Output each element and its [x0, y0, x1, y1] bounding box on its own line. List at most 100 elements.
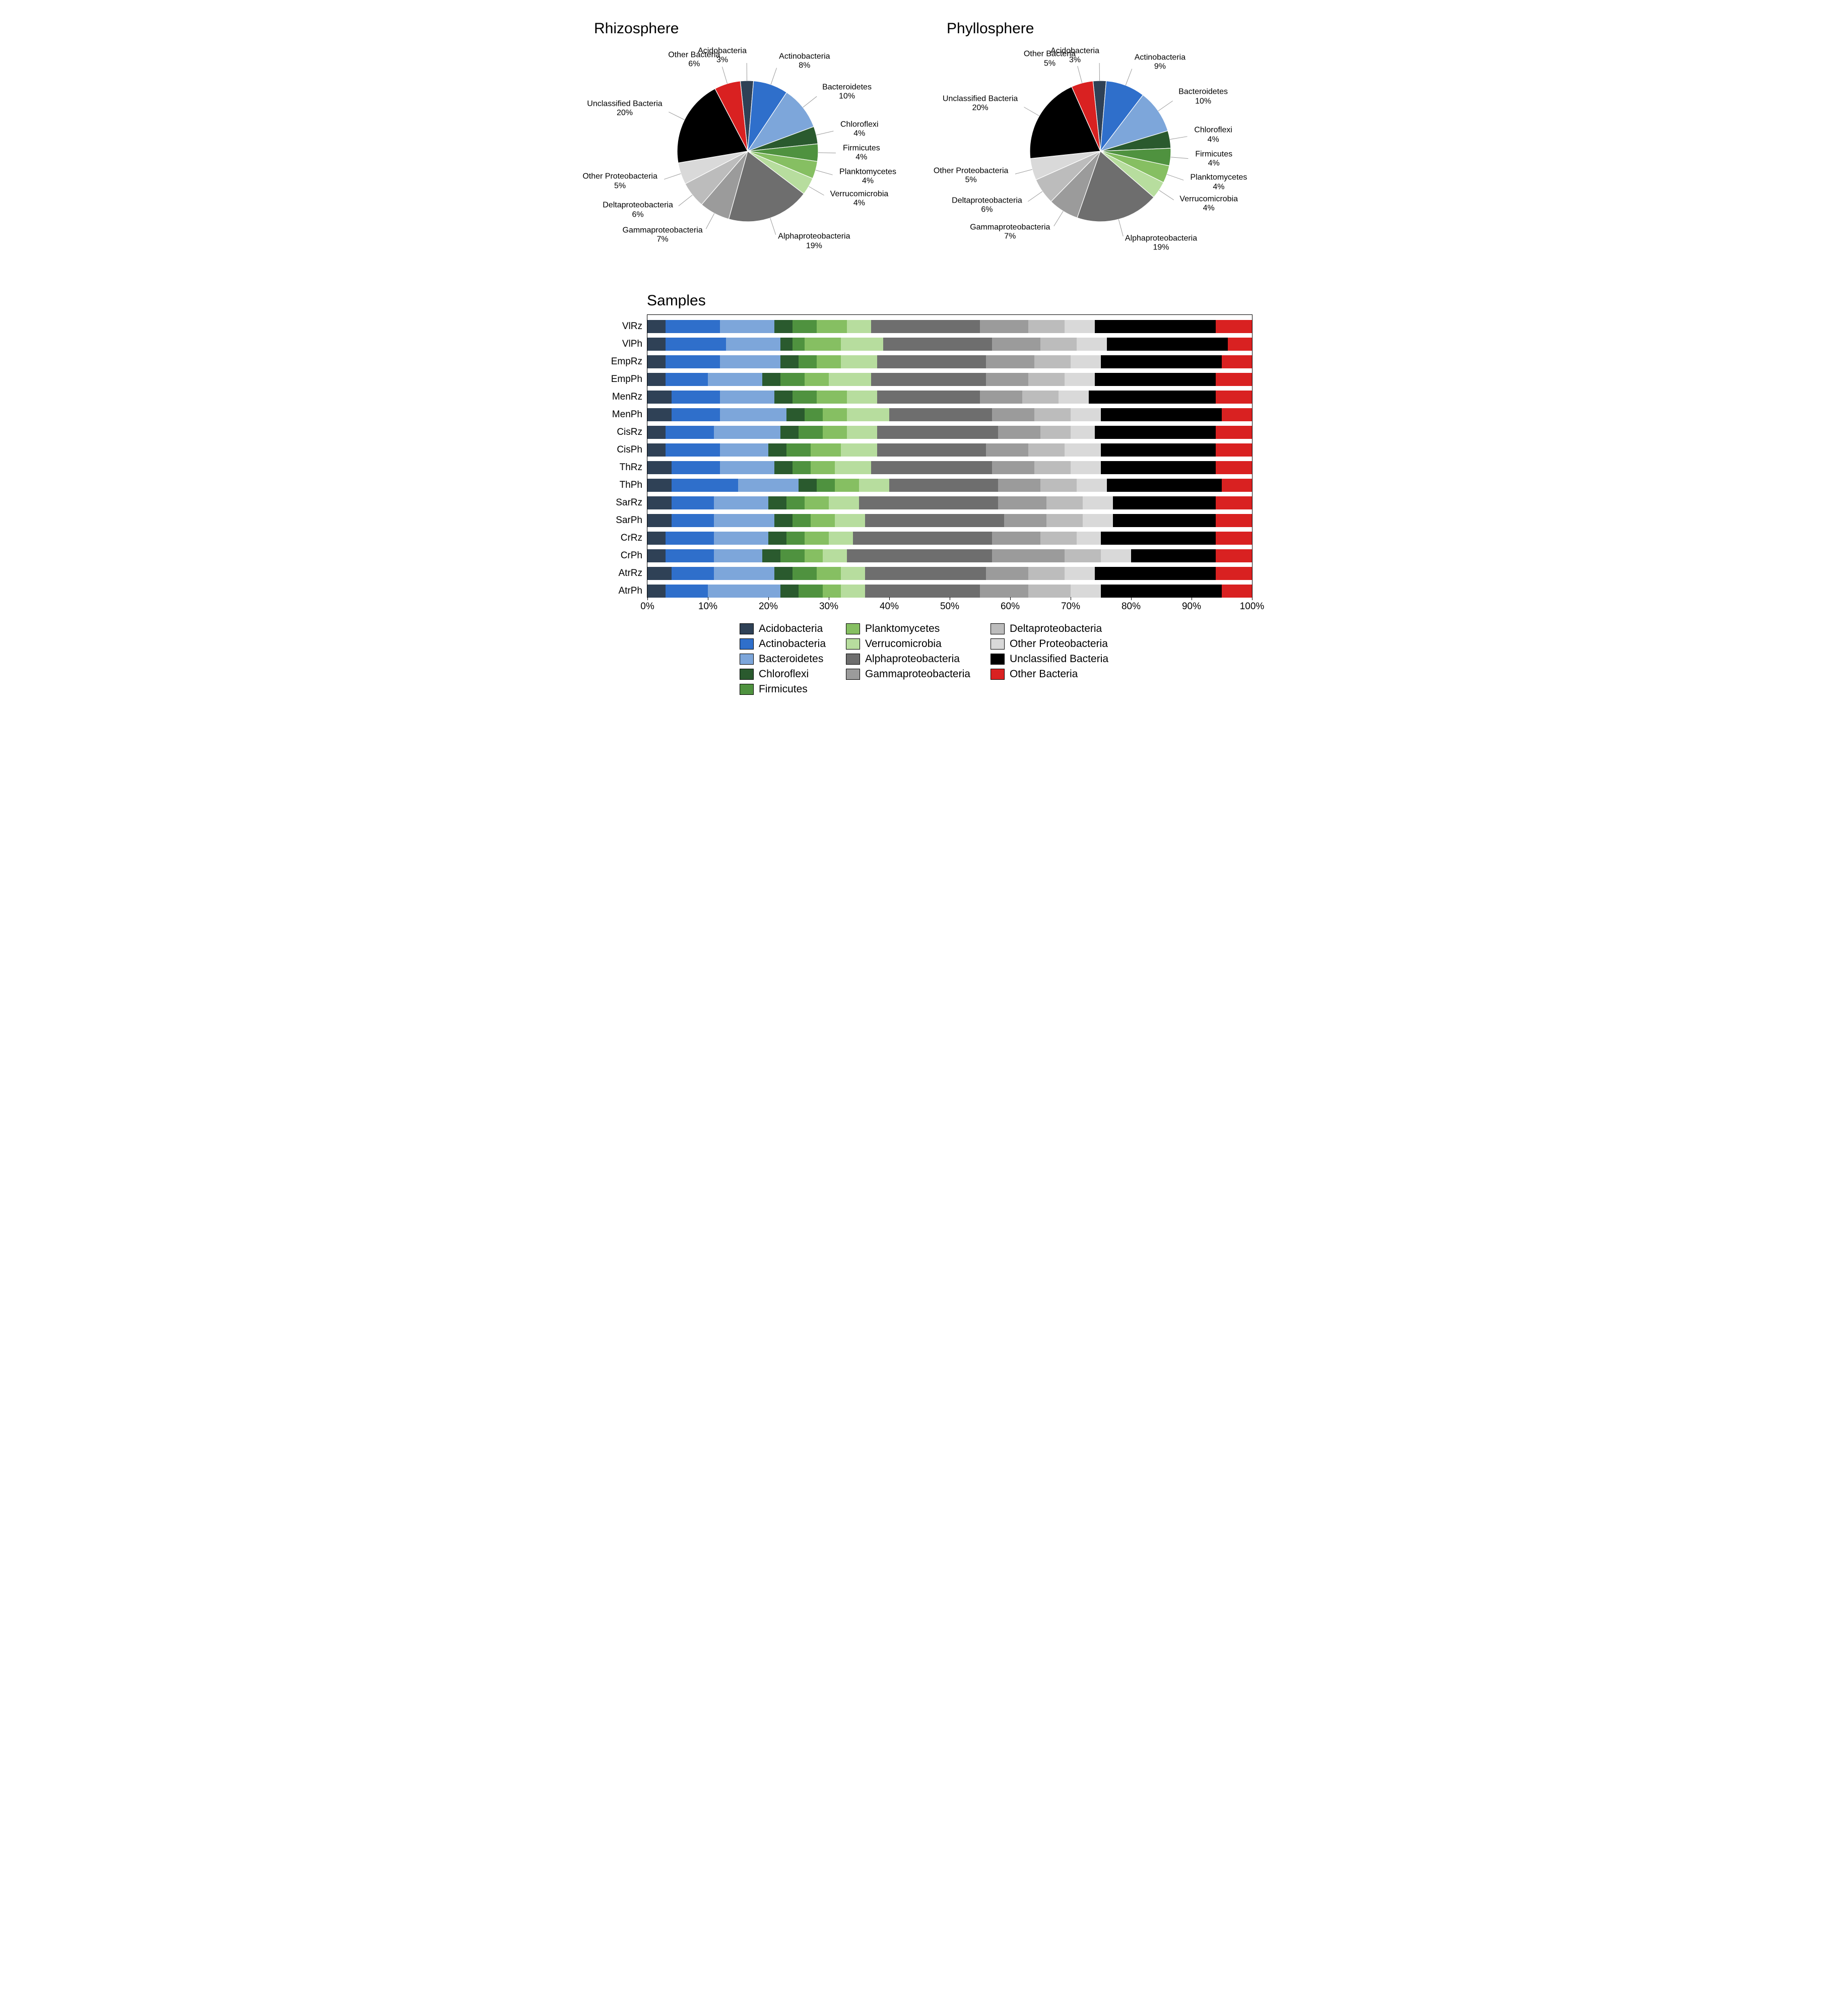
bar-seg-bacteroidetes: [714, 496, 768, 509]
bar-seg-other-bacteria: [1216, 532, 1252, 545]
bar-seg-actinobacteria: [672, 567, 714, 580]
bar-seg-unclassified-bacteria: [1113, 496, 1216, 509]
bar-seg-bacteroidetes: [708, 585, 780, 598]
bar-seg-other-bacteria: [1216, 443, 1252, 457]
legend-label: Verrucomicrobia: [865, 638, 942, 650]
bar-seg-deltaproteobacteria: [1040, 338, 1077, 351]
bar-seg-unclassified-bacteria: [1095, 426, 1216, 439]
bar-seg-actinobacteria: [672, 479, 738, 492]
bar-seg-acidobacteria: [647, 585, 666, 598]
legend-swatch: [991, 623, 1005, 634]
bar-seg-planktomycetes: [823, 426, 847, 439]
bar-seg-other-bacteria: [1216, 549, 1252, 562]
legend-label: Gammaproteobacteria: [865, 668, 970, 680]
ytick-label: AtrPh: [618, 586, 642, 597]
bar-seg-other-proteobacteria: [1065, 373, 1095, 386]
bar-seg-unclassified-bacteria: [1107, 479, 1222, 492]
legend-label: Deltaproteobacteria: [1010, 623, 1102, 635]
bar-seg-actinobacteria: [672, 461, 720, 474]
bar-seg-unclassified-bacteria: [1113, 514, 1216, 527]
bar-seg-chloroflexi: [768, 496, 786, 509]
bar-seg-unclassified-bacteria: [1101, 408, 1222, 421]
legend: AcidobacteriaActinobacteriaBacteroidetes…: [571, 623, 1277, 695]
legend-label: Actinobacteria: [759, 638, 826, 650]
bar-seg-planktomycetes: [817, 320, 847, 333]
bar-seg-deltaproteobacteria: [1028, 567, 1065, 580]
ytick-label: SarPh: [616, 515, 642, 526]
ytick-label: ThRz: [620, 462, 642, 473]
bar-seg-bacteroidetes: [738, 479, 799, 492]
bar-seg-chloroflexi: [799, 479, 817, 492]
bar-seg-chloroflexi: [780, 426, 799, 439]
bar-seg-firmicutes: [793, 320, 817, 333]
bar-seg-bacteroidetes: [720, 320, 774, 333]
bar-seg-actinobacteria: [666, 355, 720, 368]
bar-seg-alphaproteobacteria: [877, 426, 998, 439]
bar-seg-firmicutes: [786, 443, 811, 457]
legend-swatch: [740, 654, 754, 665]
bar-seg-chloroflexi: [786, 408, 805, 421]
legend-label: Unclassified Bacteria: [1010, 653, 1108, 665]
bar-seg-firmicutes: [799, 585, 823, 598]
bar-seg-acidobacteria: [647, 479, 672, 492]
bar-seg-other-bacteria: [1216, 373, 1252, 386]
bar-seg-verrucomicrobia: [841, 567, 865, 580]
bar-seg-deltaproteobacteria: [1028, 373, 1065, 386]
legend-swatch: [740, 684, 754, 695]
bar-seg-other-proteobacteria: [1071, 408, 1101, 421]
bar-seg-firmicutes: [786, 532, 805, 545]
bar-seg-firmicutes: [780, 373, 805, 386]
bar-seg-firmicutes: [793, 338, 805, 351]
bar-seg-bacteroidetes: [720, 443, 768, 457]
bar-seg-firmicutes: [793, 391, 817, 404]
bars-title: Samples: [647, 292, 1251, 309]
legend-item-verrucomicrobia: Verrucomicrobia: [846, 638, 970, 650]
bar-seg-bacteroidetes: [714, 514, 774, 527]
bar-seg-unclassified-bacteria: [1095, 320, 1216, 333]
bar-seg-deltaproteobacteria: [1034, 408, 1071, 421]
bar-seg-unclassified-bacteria: [1089, 391, 1216, 404]
bar-seg-planktomycetes: [823, 408, 847, 421]
bar-seg-firmicutes: [793, 514, 811, 527]
bar-seg-planktomycetes: [811, 443, 841, 457]
bar-row-MenRz: [647, 391, 1252, 404]
ytick-label: VlPh: [622, 339, 642, 350]
bar-seg-chloroflexi: [780, 355, 799, 368]
bar-seg-actinobacteria: [666, 443, 720, 457]
bar-row-CrPh: [647, 549, 1252, 562]
bar-seg-other-bacteria: [1222, 355, 1252, 368]
bar-seg-other-bacteria: [1216, 496, 1252, 509]
bar-seg-planktomycetes: [817, 391, 847, 404]
legend-swatch: [740, 638, 754, 650]
bar-seg-bacteroidetes: [726, 338, 780, 351]
xtick-label: 100%: [1240, 601, 1265, 612]
bar-seg-other-bacteria: [1216, 567, 1252, 580]
bar-row-EmpPh: [647, 373, 1252, 386]
bar-seg-verrucomicrobia: [847, 391, 877, 404]
bar-seg-planktomycetes: [805, 549, 823, 562]
xtick-label: 50%: [940, 601, 959, 612]
bar-seg-firmicutes: [793, 461, 811, 474]
bar-seg-verrucomicrobia: [841, 355, 877, 368]
bar-seg-gammaproteobacteria: [980, 585, 1028, 598]
bar-seg-gammaproteobacteria: [998, 496, 1046, 509]
bar-seg-deltaproteobacteria: [1040, 426, 1071, 439]
ytick-label: EmpPh: [611, 374, 642, 385]
bar-seg-chloroflexi: [780, 585, 799, 598]
bar-seg-other-bacteria: [1216, 320, 1252, 333]
bar-seg-verrucomicrobia: [847, 408, 889, 421]
bar-seg-bacteroidetes: [720, 461, 774, 474]
bar-seg-verrucomicrobia: [835, 461, 871, 474]
bar-seg-other-bacteria: [1216, 461, 1252, 474]
xtick-label: 30%: [819, 601, 838, 612]
bar-seg-other-bacteria: [1228, 338, 1252, 351]
bar-seg-acidobacteria: [647, 567, 672, 580]
bar-seg-deltaproteobacteria: [1034, 355, 1071, 368]
bar-seg-bacteroidetes: [720, 408, 786, 421]
bar-seg-alphaproteobacteria: [859, 496, 998, 509]
bar-seg-firmicutes: [805, 408, 823, 421]
bar-seg-deltaproteobacteria: [1028, 443, 1065, 457]
bar-seg-verrucomicrobia: [829, 532, 853, 545]
bar-seg-actinobacteria: [666, 532, 714, 545]
bar-row-VlPh: [647, 338, 1252, 351]
